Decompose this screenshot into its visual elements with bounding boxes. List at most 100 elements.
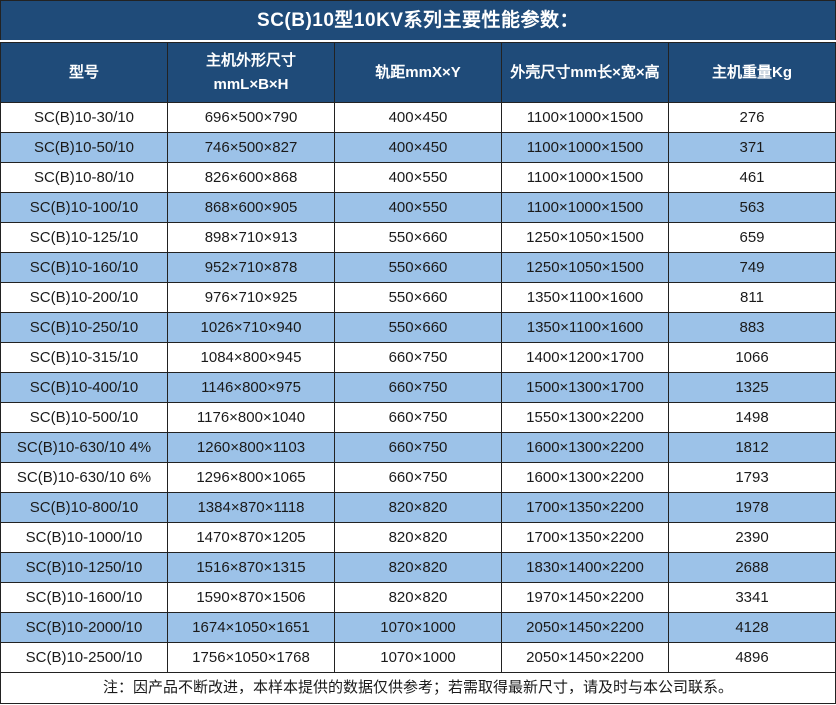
table-cell: 1970×1450×2200	[502, 583, 669, 613]
table-cell: 371	[669, 133, 836, 163]
table-cell: 1400×1200×1700	[502, 343, 669, 373]
table-cell: 4896	[669, 643, 836, 673]
table-cell: SC(B)10-1250/10	[1, 553, 168, 583]
table-cell: SC(B)10-100/10	[1, 193, 168, 223]
table-row: SC(B)10-30/10696×500×790400×4501100×1000…	[1, 103, 836, 133]
table-row: SC(B)10-800/101384×870×1118820×8201700×1…	[1, 493, 836, 523]
footnote: 注：因产品不断改进，本样本提供的数据仅供参考；若需取得最新尺寸，请及时与本公司联…	[0, 673, 836, 704]
table-cell: 563	[669, 193, 836, 223]
table-cell: SC(B)10-2000/10	[1, 613, 168, 643]
table-cell: 1600×1300×2200	[502, 433, 669, 463]
table-row: SC(B)10-315/101084×800×945660×7501400×12…	[1, 343, 836, 373]
table-cell: 746×500×827	[168, 133, 335, 163]
table-cell: 868×600×905	[168, 193, 335, 223]
table-row: SC(B)10-80/10826×600×868400×5501100×1000…	[1, 163, 836, 193]
table-cell: 1470×870×1205	[168, 523, 335, 553]
table-cell: 1100×1000×1500	[502, 163, 669, 193]
table-cell: 2390	[669, 523, 836, 553]
table-cell: SC(B)10-1000/10	[1, 523, 168, 553]
table-cell: 1700×1350×2200	[502, 493, 669, 523]
table-row: SC(B)10-1000/101470×870×1205820×8201700×…	[1, 523, 836, 553]
header-model: 型号	[1, 43, 168, 103]
table-cell: SC(B)10-125/10	[1, 223, 168, 253]
table-cell: 1066	[669, 343, 836, 373]
table-row: SC(B)10-50/10746×500×827400×4501100×1000…	[1, 133, 836, 163]
table-cell: SC(B)10-2500/10	[1, 643, 168, 673]
header-shell-size: 外壳尺寸mm长×宽×高	[502, 43, 669, 103]
table-cell: 1260×800×1103	[168, 433, 335, 463]
table-cell: 1550×1300×2200	[502, 403, 669, 433]
table-cell: 1146×800×975	[168, 373, 335, 403]
table-cell: 1100×1000×1500	[502, 193, 669, 223]
table-cell: 820×820	[335, 493, 502, 523]
table-cell: 2688	[669, 553, 836, 583]
table-body: SC(B)10-30/10696×500×790400×4501100×1000…	[1, 103, 836, 673]
table-cell: SC(B)10-1600/10	[1, 583, 168, 613]
table-cell: 976×710×925	[168, 283, 335, 313]
page: SC(B)10型10KV系列主要性能参数： 型号 主机外形尺寸 mmL×B×H …	[0, 0, 836, 705]
table-cell: 400×550	[335, 163, 502, 193]
table-cell: 550×660	[335, 313, 502, 343]
table-cell: 820×820	[335, 523, 502, 553]
table-cell: SC(B)10-50/10	[1, 133, 168, 163]
table-cell: 811	[669, 283, 836, 313]
table-cell: 550×660	[335, 223, 502, 253]
table-cell: 400×450	[335, 133, 502, 163]
table-row: SC(B)10-200/10976×710×925550×6601350×110…	[1, 283, 836, 313]
table-cell: 1250×1050×1500	[502, 253, 669, 283]
table-row: SC(B)10-2500/101756×1050×17681070×100020…	[1, 643, 836, 673]
table-row: SC(B)10-1250/101516×870×1315820×8201830×…	[1, 553, 836, 583]
table-cell: 1350×1100×1600	[502, 283, 669, 313]
header-main-size: 主机外形尺寸 mmL×B×H	[168, 43, 335, 103]
table-row: SC(B)10-630/10 4%1260×800×1103660×750160…	[1, 433, 836, 463]
table-cell: 1516×870×1315	[168, 553, 335, 583]
table-cell: 1793	[669, 463, 836, 493]
table-cell: 660×750	[335, 463, 502, 493]
table-cell: 400×550	[335, 193, 502, 223]
table-cell: 1070×1000	[335, 643, 502, 673]
table-cell: 4128	[669, 613, 836, 643]
header-main-weight: 主机重量Kg	[669, 43, 836, 103]
table-cell: 550×660	[335, 283, 502, 313]
table-row: SC(B)10-500/101176×800×1040660×7501550×1…	[1, 403, 836, 433]
table-cell: 1600×1300×2200	[502, 463, 669, 493]
table-cell: 1700×1350×2200	[502, 523, 669, 553]
header-rail-gauge: 轨距mmX×Y	[335, 43, 502, 103]
table-cell: 660×750	[335, 403, 502, 433]
table-cell: 898×710×913	[168, 223, 335, 253]
table-row: SC(B)10-125/10898×710×913550×6601250×105…	[1, 223, 836, 253]
table-cell: SC(B)10-80/10	[1, 163, 168, 193]
table-cell: 1325	[669, 373, 836, 403]
table-cell: 820×820	[335, 583, 502, 613]
table-row: SC(B)10-630/10 6%1296×800×1065660×750160…	[1, 463, 836, 493]
table-cell: 660×750	[335, 373, 502, 403]
table-cell: 1812	[669, 433, 836, 463]
table-header: 型号 主机外形尺寸 mmL×B×H 轨距mmX×Y 外壳尺寸mm长×宽×高 主机…	[1, 43, 836, 103]
table-cell: 550×660	[335, 253, 502, 283]
table-cell: 1384×870×1118	[168, 493, 335, 523]
table-row: SC(B)10-160/10952×710×878550×6601250×105…	[1, 253, 836, 283]
table-cell: 2050×1450×2200	[502, 613, 669, 643]
table-cell: SC(B)10-160/10	[1, 253, 168, 283]
table-cell: SC(B)10-250/10	[1, 313, 168, 343]
table-cell: 1978	[669, 493, 836, 523]
table-row: SC(B)10-1600/101590×870×1506820×8201970×…	[1, 583, 836, 613]
table-row: SC(B)10-250/101026×710×940550×6601350×11…	[1, 313, 836, 343]
spec-table: 型号 主机外形尺寸 mmL×B×H 轨距mmX×Y 外壳尺寸mm长×宽×高 主机…	[0, 42, 836, 673]
table-cell: SC(B)10-400/10	[1, 373, 168, 403]
table-cell: SC(B)10-30/10	[1, 103, 168, 133]
table-cell: 1756×1050×1768	[168, 643, 335, 673]
table-cell: 883	[669, 313, 836, 343]
table-cell: 1070×1000	[335, 613, 502, 643]
table-cell: SC(B)10-800/10	[1, 493, 168, 523]
table-cell: 1026×710×940	[168, 313, 335, 343]
table-cell: 660×750	[335, 433, 502, 463]
table-cell: 1100×1000×1500	[502, 103, 669, 133]
table-cell: 1500×1300×1700	[502, 373, 669, 403]
table-cell: 3341	[669, 583, 836, 613]
table-cell: SC(B)10-500/10	[1, 403, 168, 433]
header-row: 型号 主机外形尺寸 mmL×B×H 轨距mmX×Y 外壳尺寸mm长×宽×高 主机…	[1, 43, 836, 103]
table-cell: 1350×1100×1600	[502, 313, 669, 343]
table-cell: 2050×1450×2200	[502, 643, 669, 673]
table-row: SC(B)10-400/101146×800×975660×7501500×13…	[1, 373, 836, 403]
